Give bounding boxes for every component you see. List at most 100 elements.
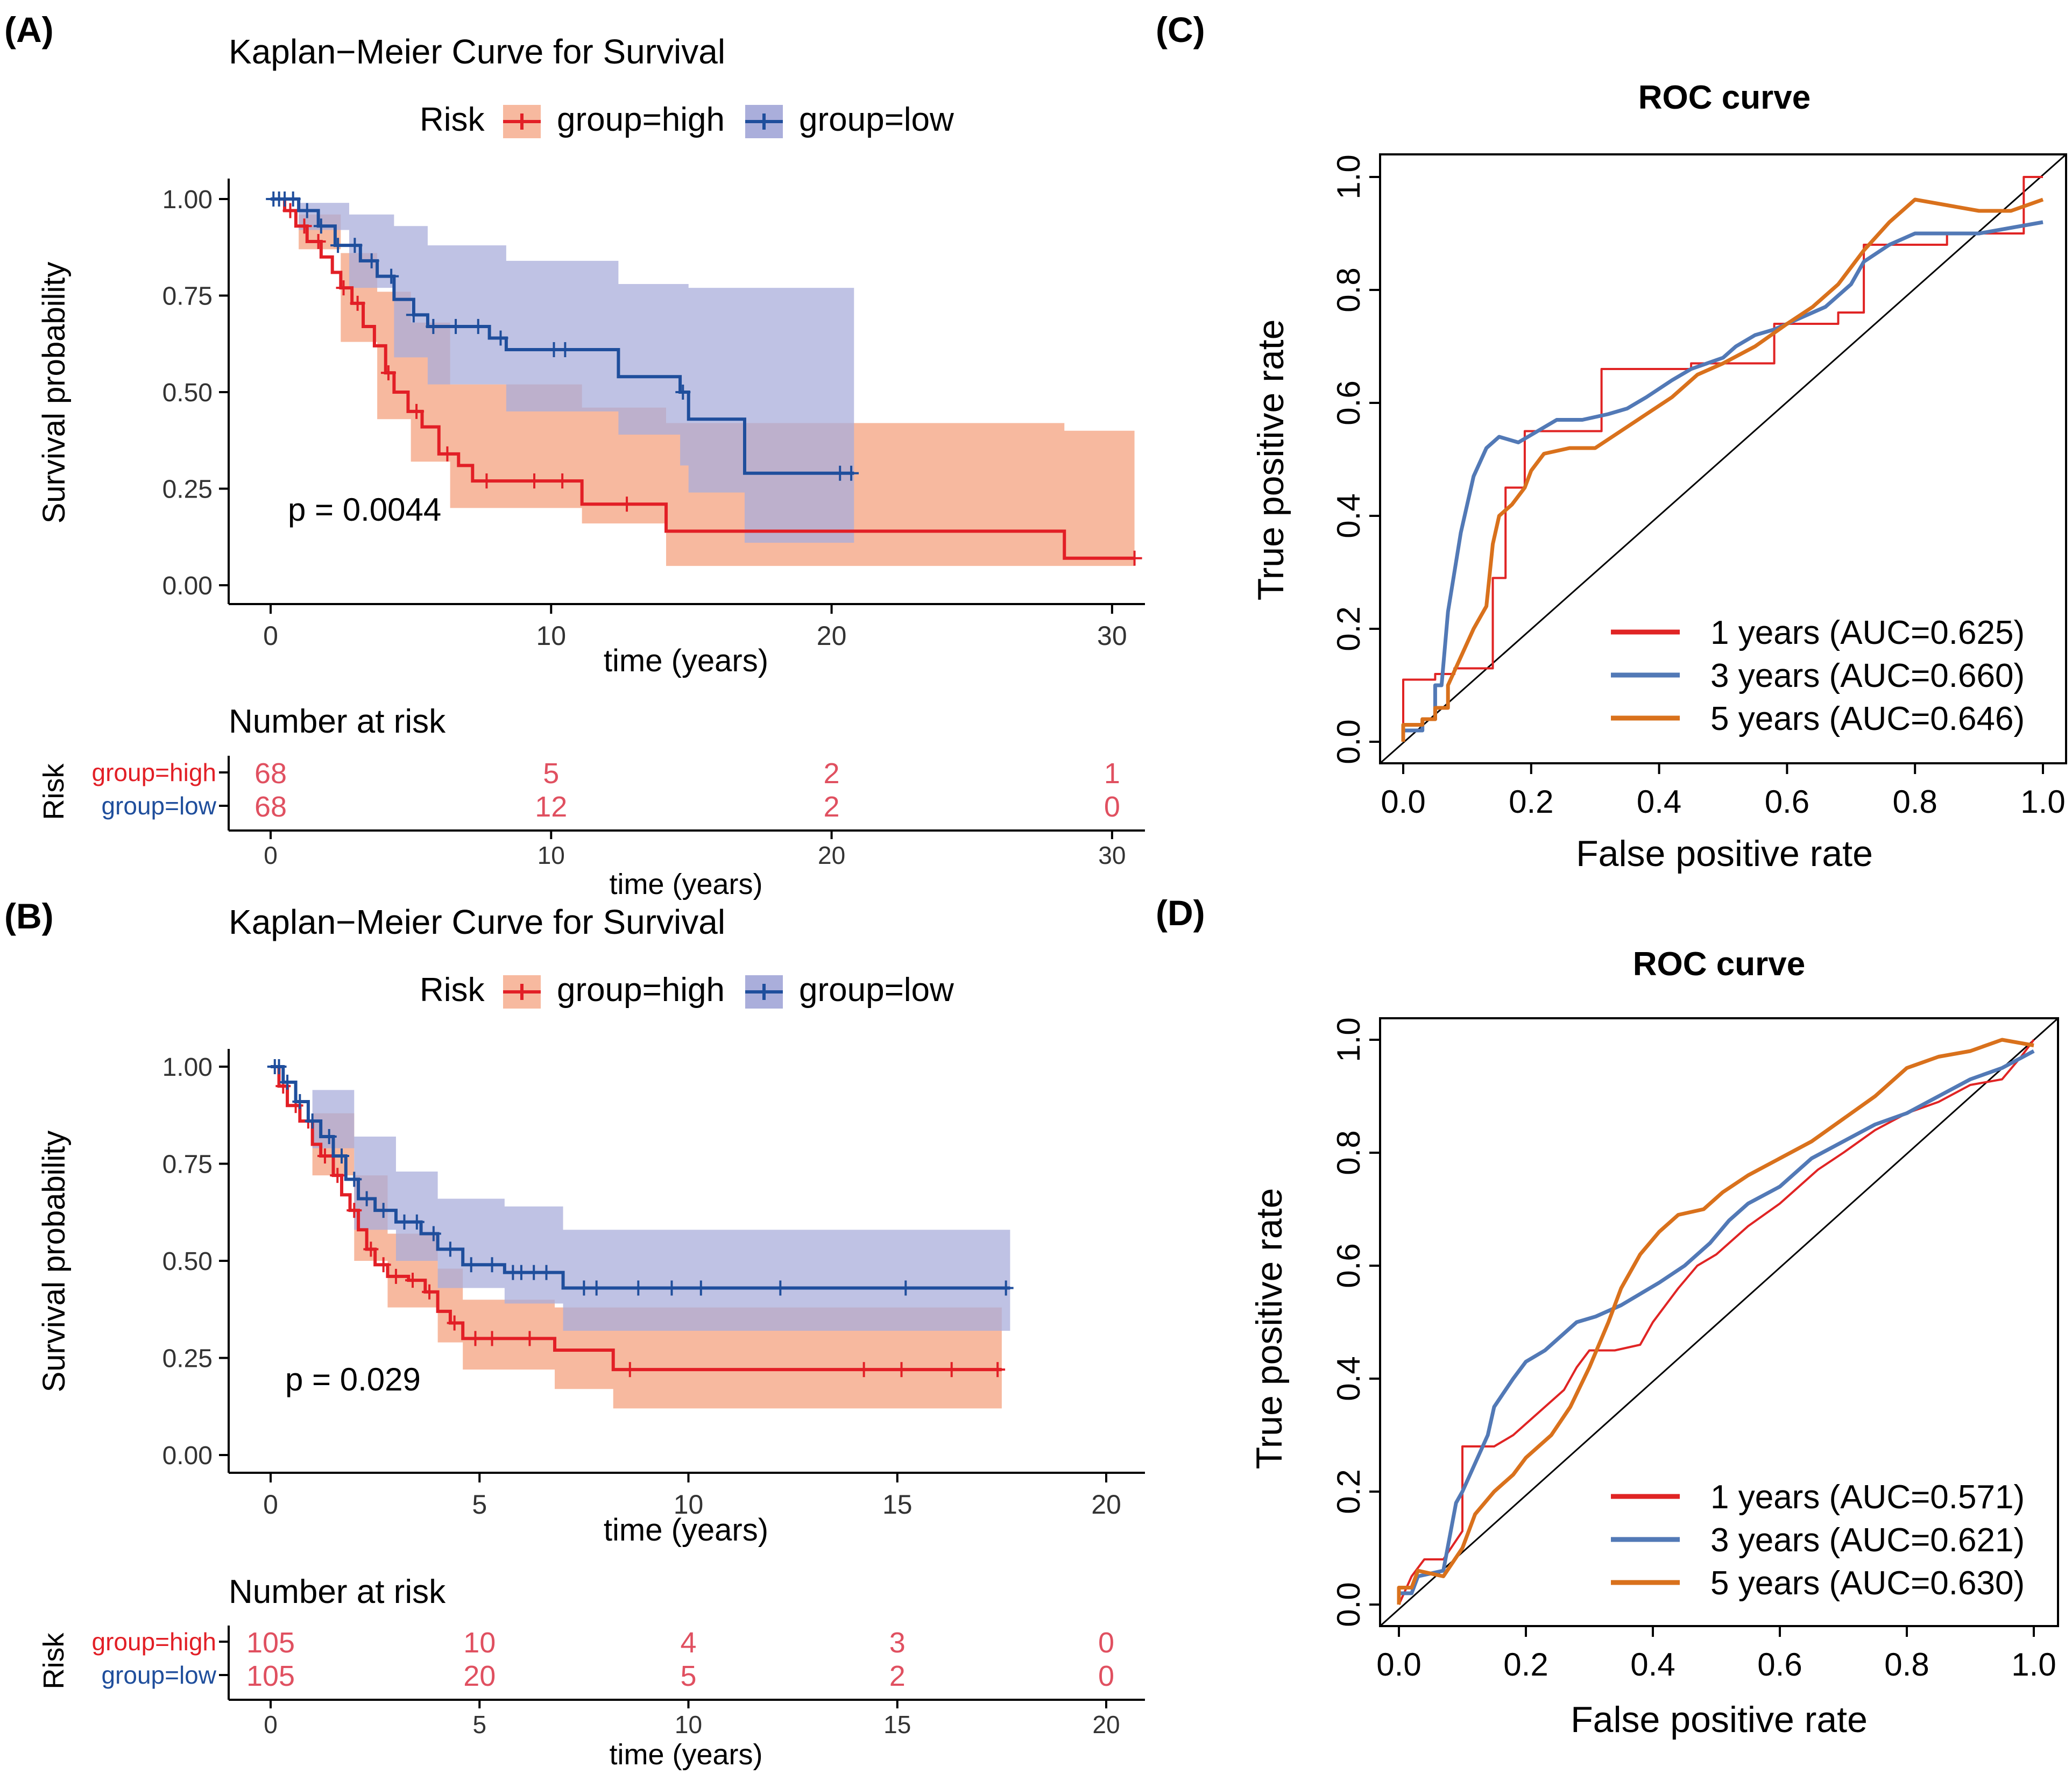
risk-x-tick-label: 10	[538, 841, 565, 869]
plot-box	[1379, 153, 2067, 764]
y-tick-label: 0.4	[1331, 493, 1367, 538]
roc-xlabel-d: False positive rate	[1571, 1699, 1868, 1740]
risk-row-label-low: group=low	[101, 1661, 216, 1689]
roc-curve-3y	[1401, 220, 2043, 742]
plot-box	[1379, 1017, 2059, 1627]
x-tick-label: 0.4	[1637, 784, 1681, 820]
y-tick-label: 0.00	[162, 1442, 213, 1470]
y-tick-label: 0.25	[162, 1345, 213, 1373]
y-tick-label: 0.6	[1331, 380, 1367, 425]
km-plot-b: 0 5 10 15 20 0.00 0.25 0.50 0.75 1.00	[162, 1049, 1145, 1520]
risk-count: 20	[463, 1660, 496, 1692]
y-tick-label: 0.0	[1331, 719, 1367, 764]
panel-label-b: (B)	[4, 896, 54, 936]
y-tick-label: 0.4	[1331, 1356, 1367, 1401]
y-tick-label: 0.2	[1331, 1469, 1367, 1514]
km-plot-a: 0 10 20 30 0.00 0.25 0.50 0.75 1.00	[162, 179, 1145, 651]
risk-count: 2	[889, 1660, 906, 1692]
risk-count: 68	[254, 791, 287, 823]
risk-row-label-high: group=high	[92, 758, 216, 786]
x-tick-label: 20	[817, 621, 847, 651]
ci-band-low	[271, 1067, 1010, 1331]
y-tick-label: 0.50	[162, 1247, 213, 1276]
x-tick-label: 1.0	[2020, 784, 2065, 820]
y-tick-label: 0.2	[1331, 606, 1367, 651]
x-tick-label: 0.4	[1630, 1647, 1675, 1683]
x-tick-label: 0.0	[1381, 784, 1425, 820]
risk-count: 1	[1104, 757, 1120, 790]
risk-count: 0	[1098, 1627, 1114, 1659]
x-tick-label: 0.6	[1757, 1647, 1802, 1683]
risk-count: 2	[824, 791, 840, 823]
x-tick-label: 1.0	[2011, 1647, 2056, 1683]
roc-curve-5y	[1397, 1038, 2034, 1605]
legend-label-5y: 5 years (AUC=0.646)	[1710, 700, 2025, 737]
pvalue-b: p = 0.029	[285, 1361, 421, 1397]
chance-diagonal	[1379, 1017, 2059, 1627]
km-xlabel-a: time (years)	[604, 643, 768, 678]
legend-title-a: Risk	[420, 101, 485, 138]
legend-label-5y: 5 years (AUC=0.630)	[1710, 1565, 2025, 1602]
y-tick-label: 0.25	[162, 476, 213, 504]
risk-count: 5	[543, 757, 559, 790]
km-title-a: Kaplan−Meier Curve for Survival	[229, 32, 725, 71]
y-tick-label: 1.0	[1331, 154, 1367, 199]
x-tick-label: 0	[263, 1489, 278, 1520]
legend-label-1y: 1 years (AUC=0.571)	[1710, 1479, 2025, 1516]
risk-count: 12	[535, 791, 567, 823]
y-tick-label: 0.0	[1331, 1582, 1367, 1627]
km-ylabel-b: Survival probability	[37, 1131, 72, 1393]
roc-curve-3y	[1397, 1049, 2035, 1605]
x-tick-label: 15	[882, 1489, 913, 1520]
roc-plot-c: 0.0 0.0 0.2 0.2 0.4 0.4 0.6 0.6 0.8 0.8 1.0 1.0 1 ye…	[1331, 153, 2067, 820]
legend-label-high-a: group=high	[557, 101, 725, 138]
risk-x-tick-label: 30	[1098, 841, 1126, 869]
roc-ylabel-c: True positive rate	[1250, 320, 1291, 601]
risk-title-b: Number at risk	[229, 1573, 446, 1610]
risk-count: 0	[1098, 1660, 1114, 1692]
x-tick-label: 0.6	[1765, 784, 1809, 820]
legend-b: Risk group=high group=low	[420, 971, 954, 1009]
y-tick-label: 1.00	[162, 1053, 213, 1082]
risk-x-tick-label: 0	[264, 1711, 278, 1738]
risk-x-tick-label: 15	[883, 1711, 911, 1738]
risk-row-label-high: group=high	[92, 1628, 216, 1656]
panel-b: (B) Kaplan−Meier Curve for Survival Risk…	[4, 896, 1145, 1771]
y-tick-label: 1.0	[1331, 1017, 1367, 1062]
y-tick-label: 0.6	[1331, 1243, 1367, 1288]
roc-title-d: ROC curve	[1633, 946, 1805, 983]
legend-label-3y: 3 years (AUC=0.660)	[1710, 657, 2025, 694]
y-tick-label: 0.75	[162, 282, 213, 311]
x-tick-label: 5	[472, 1489, 487, 1520]
x-tick-label: 10	[536, 621, 566, 651]
legend-label-1y: 1 years (AUC=0.625)	[1710, 614, 2025, 651]
risk-count: 10	[463, 1627, 496, 1659]
risk-xlabel-b: time (years)	[609, 1738, 762, 1771]
y-tick-label: 0.8	[1331, 1130, 1367, 1175]
risk-x-tick-label: 0	[264, 841, 278, 869]
x-tick-label: 0.2	[1503, 1647, 1548, 1683]
km-xlabel-b: time (years)	[604, 1513, 768, 1548]
legend-label-low-b: group=low	[799, 971, 954, 1009]
x-tick-label: 30	[1097, 621, 1127, 651]
risk-count: 105	[246, 1627, 295, 1659]
roc-xlabel-c: False positive rate	[1576, 833, 1873, 874]
x-tick-label: 0.2	[1509, 784, 1553, 820]
legend-label-low-a: group=low	[799, 101, 954, 138]
panel-label-c: (C)	[1156, 10, 1205, 49]
x-tick-label: 0	[263, 621, 278, 651]
chance-diagonal	[1380, 153, 2067, 764]
y-tick-label: 0.50	[162, 379, 213, 407]
panel-c: (C) ROC curve 0.00.00.20.20.40.40.60.60.…	[1156, 10, 2067, 874]
risk-row-label-low: group=low	[101, 792, 216, 820]
x-tick-label: 20	[1091, 1489, 1121, 1520]
risk-x-tick-label: 10	[675, 1711, 702, 1738]
km-ylabel-a: Survival probability	[37, 262, 72, 524]
panel-a: (A) Kaplan−Meier Curve for Survival Risk…	[4, 10, 1145, 900]
x-tick-label: 10	[674, 1489, 704, 1520]
ci-band-low	[271, 199, 854, 543]
roc-plot-d: 0.00.0 0.2 0.2 0.4 0.4 0.6 0.6 0.8 0.8 1.0 1.0 1 ye…	[1331, 1017, 2059, 1683]
risk-ylabel-a: Risk	[38, 763, 70, 820]
